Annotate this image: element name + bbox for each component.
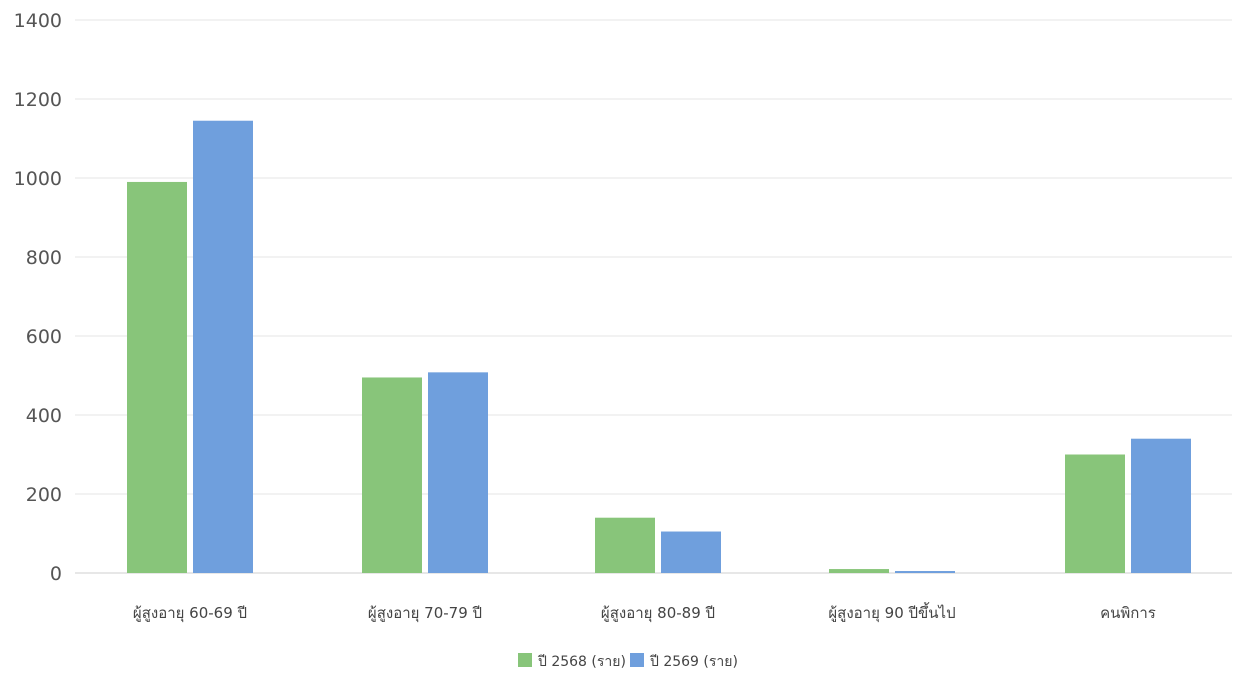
grid-layer (75, 19, 1232, 574)
y-axis-ticks: 0 200 400 600 800 1000 1200 1400 (14, 10, 62, 585)
bar-series-2568-1 (362, 377, 422, 573)
bar-series-2569-2 (661, 531, 721, 573)
bar-layer (127, 120, 1191, 573)
legend-swatch (630, 653, 644, 667)
x-category-label: ผู้สูงอายุ 70-79 ปี (368, 604, 482, 623)
y-tick-label: 600 (26, 326, 62, 348)
bar-series-2569-1 (428, 372, 488, 573)
bar-series-2568-3 (829, 569, 889, 573)
y-tick-label: 200 (26, 484, 62, 506)
x-category-label: ผู้สูงอายุ 90 ปีขึ้นไป (828, 602, 955, 623)
x-category-label: ผู้สูงอายุ 60-69 ปี (133, 604, 247, 623)
legend-label: ปี 2569 (ราย) (650, 654, 738, 670)
bar-series-2568-2 (595, 517, 655, 573)
y-tick-label: 1400 (14, 10, 62, 32)
x-category-label: ผู้สูงอายุ 80-89 ปี (601, 604, 715, 623)
y-tick-label: 400 (26, 405, 62, 427)
bar-series-2568-4 (1065, 454, 1125, 573)
bar-series-2569-4 (1131, 438, 1191, 573)
y-tick-label: 800 (26, 247, 62, 269)
y-tick-label: 1200 (14, 89, 62, 111)
legend: ปี 2568 (ราย) ปี 2569 (ราย) (518, 653, 738, 670)
bar-series-2568-0 (127, 181, 187, 573)
bar-series-2569-3 (895, 571, 955, 573)
y-tick-label: 0 (50, 563, 62, 585)
legend-label: ปี 2568 (ราย) (538, 654, 626, 670)
x-axis-labels: ผู้สูงอายุ 60-69 ปี ผู้สูงอายุ 70-79 ปี ผู… (133, 602, 1156, 623)
x-category-label: คนพิการ (1100, 604, 1156, 622)
bar-series-2569-0 (193, 120, 253, 573)
legend-swatch (518, 653, 532, 667)
y-tick-label: 1000 (14, 168, 62, 190)
